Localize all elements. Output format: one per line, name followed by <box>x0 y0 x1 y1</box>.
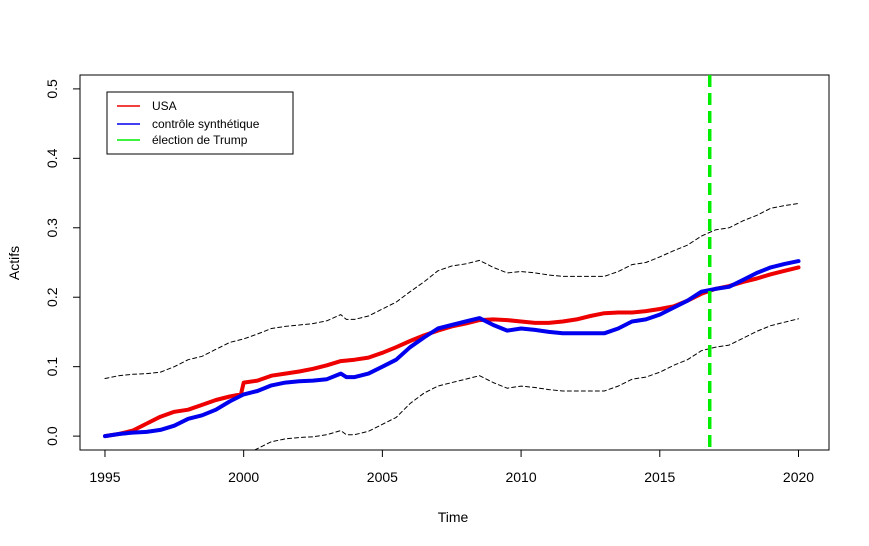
confidence-band-line-2 <box>104 203 799 379</box>
x-tick-label: 2020 <box>783 469 814 485</box>
legend-label-election: élection de Trump <box>152 133 248 147</box>
x-axis: 1995 2000 2005 2010 2015 2020 <box>89 450 814 485</box>
y-tick-label: 0.5 <box>44 79 60 99</box>
legend-box <box>106 91 294 155</box>
y-axis: 0.0 0.1 0.2 0.3 0.4 0.5 <box>44 79 80 446</box>
legend: USA contrôle synthétique élection de Tru… <box>106 91 294 155</box>
x-tick-label: 2005 <box>367 469 398 485</box>
plot-frame <box>79 74 830 451</box>
series-layer <box>103 203 801 451</box>
confidence-band-line-3 <box>254 318 799 451</box>
x-tick-label: 2000 <box>228 469 259 485</box>
y-tick-label: 0.0 <box>44 426 60 446</box>
series-line-1 <box>103 259 801 439</box>
legend-label-synthetic: contrôle synthétique <box>152 117 260 131</box>
y-axis-title: Actifs <box>6 246 22 280</box>
y-tick-label: 0.4 <box>44 148 60 168</box>
x-tick-label: 2015 <box>644 469 675 485</box>
legend-label-usa: USA <box>152 99 177 113</box>
x-axis-title: Time <box>438 509 469 525</box>
y-tick-label: 0.3 <box>44 218 60 238</box>
x-tick-label: 1995 <box>89 469 120 485</box>
y-tick-label: 0.2 <box>44 287 60 307</box>
x-tick-label: 2010 <box>505 469 536 485</box>
y-tick-label: 0.1 <box>44 357 60 377</box>
